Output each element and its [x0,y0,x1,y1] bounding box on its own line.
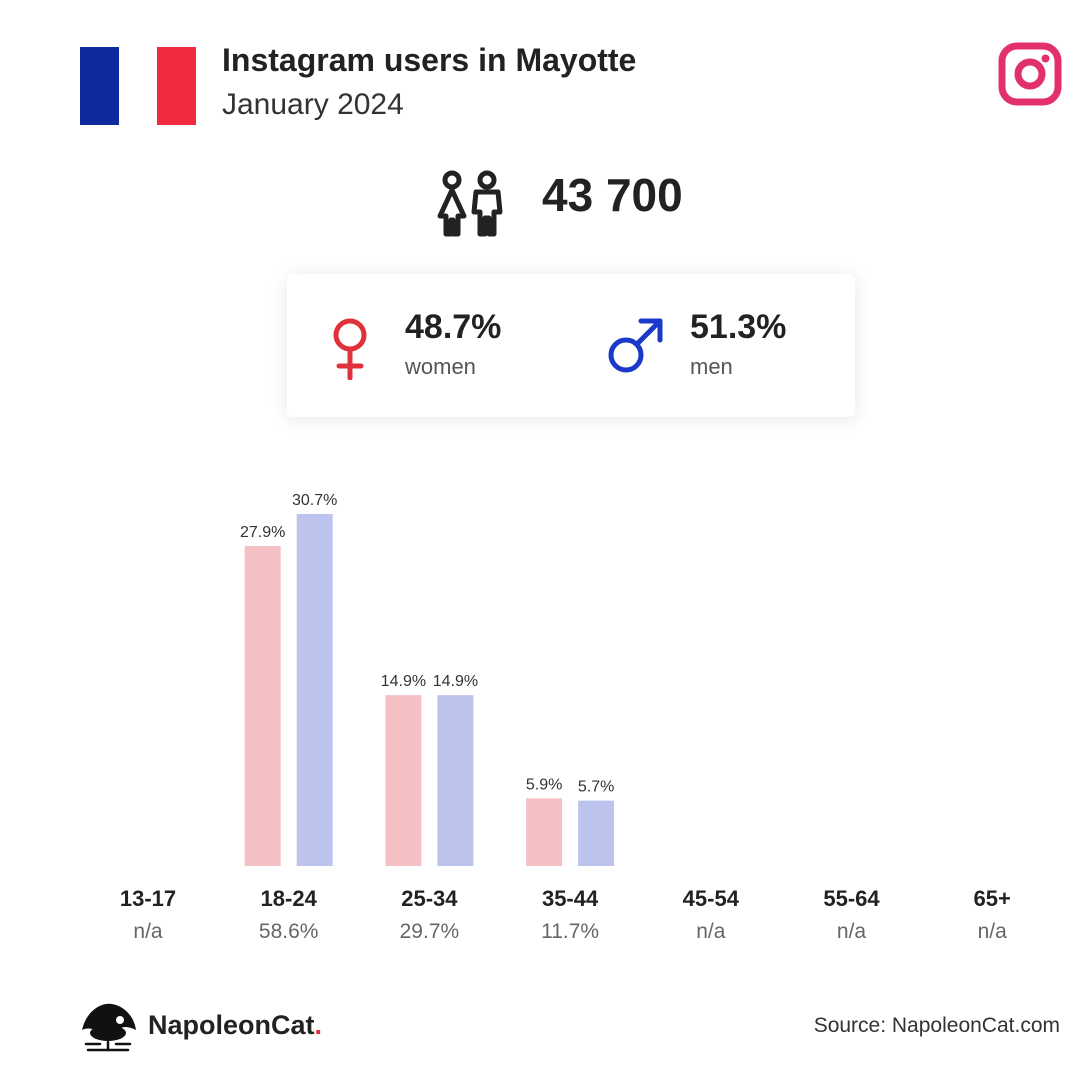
chart-category-label: 13-17 [120,886,176,911]
men-percentage: 51.3% [690,308,787,346]
flag-stripe-white [118,47,158,125]
page-title: Instagram users in Mayotte [222,42,637,78]
chart-data-label: 5.7% [578,779,614,796]
chart-data-label: 5.9% [526,776,562,793]
chart-bar [526,798,563,866]
page-subtitle: January 2024 [222,88,404,121]
users-icon [437,170,503,237]
gender-card: 48.7% women 51.3% men [287,274,855,417]
men-label: men [690,354,733,379]
brand-text: NapoleonCat [148,1010,315,1040]
chart-category-label: 65+ [974,886,1011,911]
female-icon [333,318,367,380]
chart-bar [244,546,281,866]
total-users-value: 43 700 [542,169,683,221]
brand-dot: . [314,1010,323,1040]
chart-category-label: 45-54 [683,886,740,911]
chart-category-total: n/a [978,920,1008,943]
chart-bar [437,695,474,866]
chart-category-total: n/a [696,920,726,943]
chart-category-total: 11.7% [541,920,599,943]
chart-bar [578,800,615,866]
age-gender-bar-chart: 13-17 n/a 27.9% 30.7% 18-24 58.6% 14.9% 14.9% 25… [120,492,1011,943]
napoleoncat-logo-icon [82,1003,136,1052]
chart-category-label: 25-34 [401,886,458,911]
instagram-icon [998,42,1062,106]
chart-category-total: n/a [133,920,163,943]
women-percentage: 48.7% [405,308,502,346]
chart-category-label: 18-24 [261,886,318,911]
flag-icon [80,47,197,125]
flag-stripe-red [157,47,197,125]
chart-category-total: 58.6% [259,920,319,943]
chart-category-label: 35-44 [542,886,599,911]
chart-category-label: 55-64 [823,886,880,911]
women-label: women [405,354,476,379]
chart-category-total: 29.7% [400,920,460,943]
source-credit: Source: NapoleonCat.com [813,1014,1060,1037]
chart-data-label: 27.9% [240,524,285,541]
chart-category-total: n/a [837,920,867,943]
chart-bar [385,695,422,866]
flag-stripe-blue [80,47,119,125]
male-icon [608,318,663,373]
chart-data-label: 14.9% [381,673,426,690]
chart-data-label: 14.9% [433,673,478,690]
chart-bar [296,514,333,866]
brand-name: NapoleonCat. [148,1010,322,1041]
chart-data-label: 30.7% [292,492,337,509]
